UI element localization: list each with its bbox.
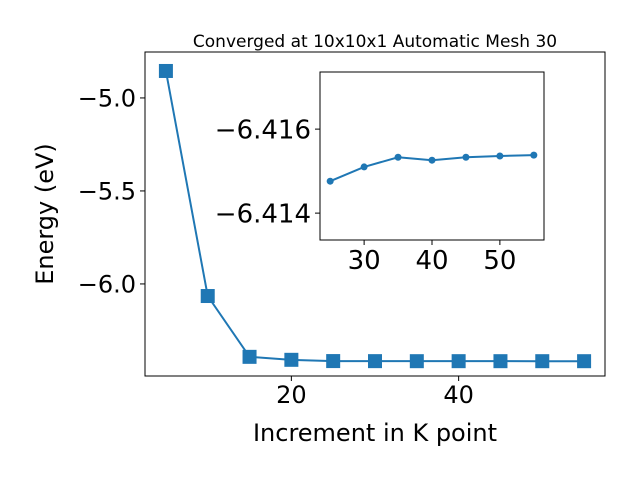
marker: [496, 152, 504, 160]
x-tick-label: 50: [483, 246, 516, 276]
marker: [326, 177, 334, 185]
x-tick-label: 40: [443, 381, 474, 409]
marker: [462, 153, 470, 161]
x-tick-label: 40: [415, 246, 448, 276]
y-tick-label: −6.0: [78, 271, 136, 299]
x-tick-label: 30: [348, 246, 381, 276]
marker: [394, 153, 402, 161]
marker: [360, 163, 368, 171]
marker: [451, 354, 466, 369]
y-tick-label: −5.0: [78, 85, 136, 113]
chart-title: Converged at 10x10x1 Automatic Mesh 30: [193, 32, 557, 52]
marker: [158, 63, 173, 78]
marker: [409, 354, 424, 369]
x-tick-label: 20: [276, 381, 307, 409]
marker: [242, 349, 257, 364]
y-tick-label: −6.414: [215, 199, 311, 229]
y-axis-label: Energy (eV): [31, 143, 59, 285]
marker: [577, 354, 592, 369]
marker: [428, 156, 436, 164]
marker: [493, 354, 508, 369]
marker: [368, 354, 382, 369]
y-tick-label: −6.416: [215, 115, 311, 145]
x-axis-label: Increment in K point: [253, 419, 497, 447]
y-tick-label: −5.5: [78, 178, 136, 206]
marker: [535, 354, 550, 369]
marker: [326, 354, 341, 369]
marker: [284, 352, 299, 367]
marker: [200, 289, 215, 304]
marker: [530, 151, 538, 159]
